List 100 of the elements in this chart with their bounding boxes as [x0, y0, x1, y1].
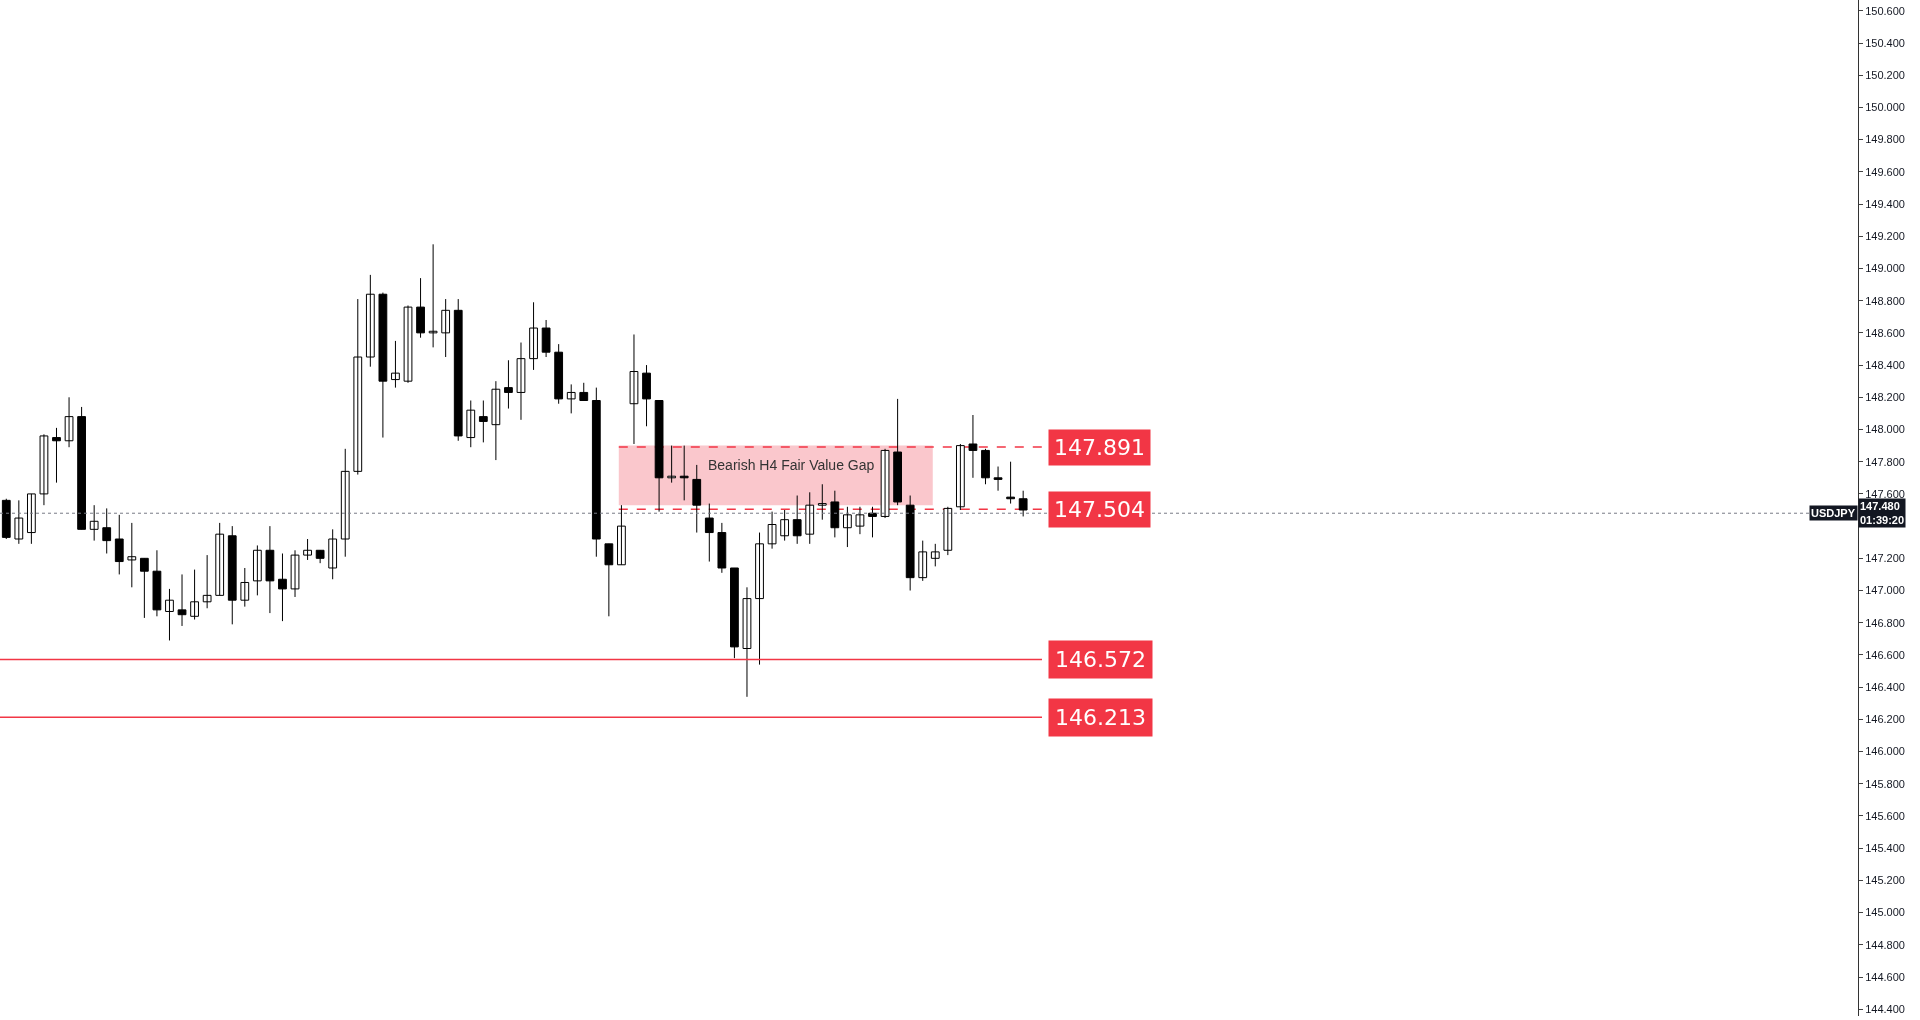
candlestick: [617, 504, 626, 566]
candlestick: [77, 406, 86, 530]
y-tick-label: 148.000: [1865, 423, 1905, 436]
y-tick-label: 145.400: [1865, 842, 1905, 855]
y-tick-label: 150.200: [1865, 69, 1905, 82]
y-tick-label: 147.000: [1865, 584, 1905, 597]
candlestick: [1, 498, 11, 540]
candlestick: [843, 506, 852, 548]
y-tick-label: 144.400: [1865, 1003, 1905, 1016]
candlestick: [780, 509, 790, 542]
y-tick-label: 148.200: [1865, 391, 1905, 404]
y-tick-label: 145.600: [1865, 809, 1905, 822]
candlestick: [240, 567, 250, 608]
candlestick: [642, 364, 651, 427]
candlestick: [955, 443, 965, 511]
text: 147.480: [1860, 500, 1900, 512]
candlestick: [353, 298, 363, 476]
candlestick: [478, 400, 488, 443]
y-tick-label: 144.800: [1865, 938, 1905, 951]
candlestick: [755, 532, 764, 666]
candlestick: [943, 506, 953, 556]
y-tick-label: 150.400: [1865, 36, 1905, 49]
y-tick-label: 146.200: [1865, 713, 1905, 726]
y-tick-label: 148.800: [1865, 294, 1905, 307]
y-tick-label: 146.600: [1865, 648, 1905, 661]
y-tick-label: 147.800: [1865, 455, 1905, 468]
candlestick: [792, 495, 802, 545]
candlestick: [14, 499, 24, 545]
candlestick: [579, 382, 589, 402]
ref-line-label: USDJPY: [1811, 507, 1856, 519]
candlestick: [1018, 490, 1028, 517]
y-tick-label: 149.200: [1865, 230, 1905, 243]
text: 01:39:20: [1860, 514, 1905, 527]
candlestick: [629, 333, 639, 445]
candlestick: [391, 340, 400, 389]
y-tick-label: 146.400: [1865, 681, 1905, 694]
ref-line-label: 147.504: [1054, 497, 1145, 522]
candlestick: [215, 522, 225, 596]
y-tick-label: 148.600: [1865, 326, 1905, 339]
candlestick: [1006, 461, 1015, 505]
candlestick: [177, 573, 187, 627]
ref-line-label: 146.213: [1055, 705, 1146, 730]
y-tick-label: 145.000: [1865, 906, 1905, 919]
candlestick: [403, 304, 413, 384]
y-tick-label: 149.600: [1865, 165, 1905, 178]
candlestick: [930, 543, 940, 567]
y-tick-label: 146.800: [1865, 616, 1905, 629]
candlestick: [993, 466, 1003, 492]
candlestick: [114, 514, 124, 575]
candlestick: [466, 400, 476, 448]
candlestick: [554, 343, 564, 405]
y-tick-label: 145.800: [1865, 777, 1905, 790]
ref-line-label: 147.891: [1054, 435, 1145, 460]
candlestick: [566, 383, 576, 414]
ref-line-label: 146.572: [1055, 647, 1146, 672]
y-tick-label: 150.600: [1865, 4, 1905, 17]
candlestick: [742, 586, 752, 698]
candlestick: [529, 301, 538, 371]
candlestick: [428, 243, 438, 348]
candlestick: [918, 540, 928, 582]
candlestick: [127, 522, 137, 588]
candlestick: [102, 507, 112, 554]
candlestick: [190, 569, 199, 621]
candlestick: [365, 274, 375, 368]
y-tick-label: 149.400: [1865, 197, 1905, 210]
candlestick: [453, 298, 463, 442]
y-tick-label: 149.000: [1865, 262, 1905, 275]
y-tick-label: 147.200: [1865, 552, 1905, 565]
candlestick: [139, 557, 149, 619]
candlestick: [830, 490, 840, 538]
y-tick-label: 147.600: [1865, 487, 1905, 500]
y-tick-label: 146.000: [1865, 745, 1905, 758]
candlestick: [278, 552, 287, 622]
y-tick-label: 149.800: [1865, 133, 1905, 146]
candlestick: [504, 359, 513, 410]
candlestick: [893, 398, 903, 506]
candlestick: [303, 538, 312, 561]
candlestick: [692, 464, 702, 534]
candlestick: [516, 342, 526, 421]
candlestick: [340, 448, 350, 558]
y-tick-label: 148.400: [1865, 358, 1905, 371]
candlestick: [227, 525, 237, 625]
candlestick: [252, 544, 262, 596]
candlestick: [290, 549, 300, 598]
candlestick: [26, 493, 36, 545]
y-tick-label: 144.600: [1865, 970, 1905, 983]
y-tick-label: 150.000: [1865, 101, 1905, 114]
band-label: Bearish H4 Fair Value Gap: [708, 457, 875, 473]
candlestick: [905, 495, 915, 592]
candlestick: [817, 483, 827, 521]
candlestick: [591, 387, 601, 558]
candlestick: [89, 504, 99, 542]
candlestick: [704, 503, 714, 563]
y-tick-label: 145.200: [1865, 874, 1905, 887]
candlestick: [981, 448, 990, 485]
candlestick: [730, 567, 739, 659]
candlestick: [328, 528, 338, 580]
candlestick: [165, 588, 174, 641]
candlestick: [441, 298, 451, 358]
candlestick: [416, 277, 425, 339]
